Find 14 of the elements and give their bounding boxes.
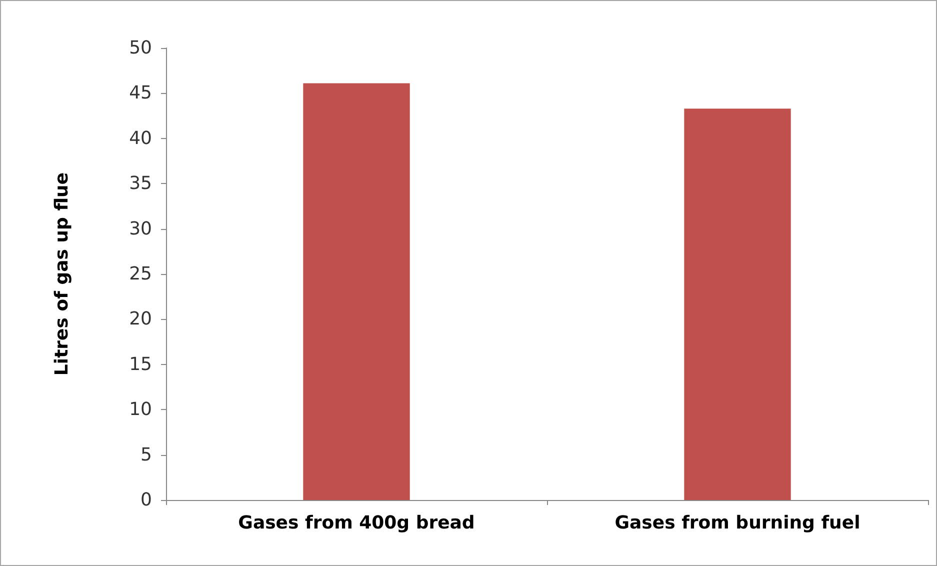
y-tick-label: 0 — [140, 490, 152, 510]
y-tick-label: 45 — [129, 82, 152, 104]
x-tick-label: Gases from 400g bread — [238, 512, 475, 534]
y-tick-label: 5 — [140, 444, 152, 466]
y-tick-label: 50 — [129, 38, 152, 58]
y-tick-label: 30 — [129, 218, 152, 240]
y-tick-label: 10 — [129, 399, 152, 420]
y-axis-title: Litres of gas up flue — [52, 172, 72, 376]
y-tick-label: 40 — [129, 128, 152, 149]
y-tick-label: 35 — [129, 173, 152, 194]
y-tick-label: 15 — [129, 354, 152, 375]
y-tick-label: 25 — [129, 264, 152, 284]
y-tick-label: 20 — [129, 308, 152, 330]
x-tick-label: Gases from burning fuel — [614, 512, 860, 534]
